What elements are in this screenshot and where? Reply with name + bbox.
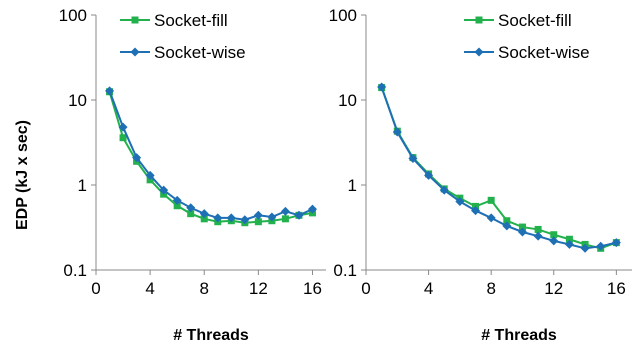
data-point bbox=[119, 134, 127, 142]
data-point bbox=[611, 238, 621, 248]
y-tick-label: 100 bbox=[59, 6, 87, 25]
legend-entry: Socket-fill bbox=[464, 11, 572, 30]
data-point bbox=[132, 153, 142, 163]
data-point bbox=[503, 217, 511, 225]
legend-label: Socket-fill bbox=[154, 11, 228, 30]
data-point bbox=[565, 235, 573, 243]
data-point bbox=[307, 204, 317, 214]
chart-right: 0.1 1 10 100 0 4 8 12 16 Socket-fill Socket-wise bbox=[329, 6, 632, 298]
x-tick-label: 8 bbox=[486, 279, 495, 298]
data-point bbox=[502, 221, 512, 231]
x-tick-label: 0 bbox=[361, 279, 370, 298]
data-point bbox=[294, 210, 304, 220]
x-tick-label: 4 bbox=[145, 279, 154, 298]
data-point bbox=[424, 170, 434, 180]
x-tick-label: 12 bbox=[544, 279, 563, 298]
data-point bbox=[240, 215, 250, 225]
x-axis-title-left: # Threads bbox=[173, 327, 249, 344]
data-point bbox=[173, 202, 181, 210]
x-tick-label: 16 bbox=[607, 279, 626, 298]
data-point bbox=[186, 203, 196, 213]
series-line-socket-fill bbox=[108, 91, 313, 224]
y-axis-title: EDP (kJ x sec) bbox=[14, 120, 31, 230]
data-point bbox=[533, 231, 543, 241]
data-point bbox=[213, 213, 223, 223]
data-point bbox=[439, 185, 449, 195]
x-tick-label: 8 bbox=[200, 279, 209, 298]
data-point bbox=[226, 213, 236, 223]
data-point bbox=[172, 195, 182, 205]
y-tick-label: 1 bbox=[78, 176, 87, 195]
data-point bbox=[486, 213, 496, 223]
legend-marker bbox=[130, 47, 140, 57]
legend-marker bbox=[131, 16, 139, 24]
series-line-socket-wise bbox=[108, 90, 313, 221]
data-point bbox=[377, 82, 387, 92]
data-point bbox=[518, 223, 526, 231]
legend-label: Socket-wise bbox=[498, 43, 590, 62]
x-axis-title-right: # Threads bbox=[481, 327, 557, 344]
data-point bbox=[471, 206, 481, 216]
legend-entry: Socket-wise bbox=[464, 43, 590, 62]
series-line-socket-wise bbox=[380, 86, 617, 250]
data-point bbox=[455, 196, 465, 206]
data-point bbox=[392, 127, 402, 137]
x-tick-label: 0 bbox=[91, 279, 100, 298]
data-point bbox=[254, 218, 262, 226]
x-tick-label: 12 bbox=[249, 279, 268, 298]
chart-left: 0.1 1 10 100 0 4 8 12 16 Socket-fill Socket-wise bbox=[59, 6, 326, 298]
data-point bbox=[200, 215, 208, 223]
x-tick-label: 4 bbox=[424, 279, 433, 298]
data-point bbox=[145, 170, 155, 180]
data-point bbox=[517, 227, 527, 237]
y-tick-label: 0.1 bbox=[333, 261, 357, 280]
legend-marker bbox=[475, 16, 483, 24]
y-tick-label: 100 bbox=[329, 6, 357, 25]
data-point bbox=[146, 176, 154, 184]
y-tick-label: 10 bbox=[68, 91, 87, 110]
legend-label: Socket-wise bbox=[154, 43, 246, 62]
legend-entry: Socket-fill bbox=[120, 11, 228, 30]
data-point bbox=[159, 185, 169, 195]
x-tick-label: 16 bbox=[303, 279, 322, 298]
y-tick-label: 1 bbox=[348, 176, 357, 195]
data-point bbox=[596, 241, 606, 251]
data-point bbox=[549, 236, 559, 246]
data-point bbox=[267, 212, 277, 222]
data-point bbox=[118, 122, 128, 132]
data-point bbox=[187, 210, 195, 218]
legend-entry: Socket-wise bbox=[120, 43, 246, 62]
data-point bbox=[550, 231, 558, 239]
data-point bbox=[564, 239, 574, 249]
data-point bbox=[253, 210, 263, 220]
data-point bbox=[105, 86, 115, 96]
y-tick-label: 0.1 bbox=[63, 261, 87, 280]
legend-label: Socket-fill bbox=[498, 11, 572, 30]
legend-marker bbox=[474, 47, 484, 57]
data-point bbox=[487, 196, 495, 204]
data-point bbox=[281, 215, 289, 223]
y-tick-label: 10 bbox=[338, 91, 357, 110]
series-line-socket-fill bbox=[380, 87, 617, 250]
data-point bbox=[534, 225, 542, 233]
data-point bbox=[408, 154, 418, 164]
data-point bbox=[199, 209, 209, 219]
data-point bbox=[280, 206, 290, 216]
data-point bbox=[580, 243, 590, 253]
